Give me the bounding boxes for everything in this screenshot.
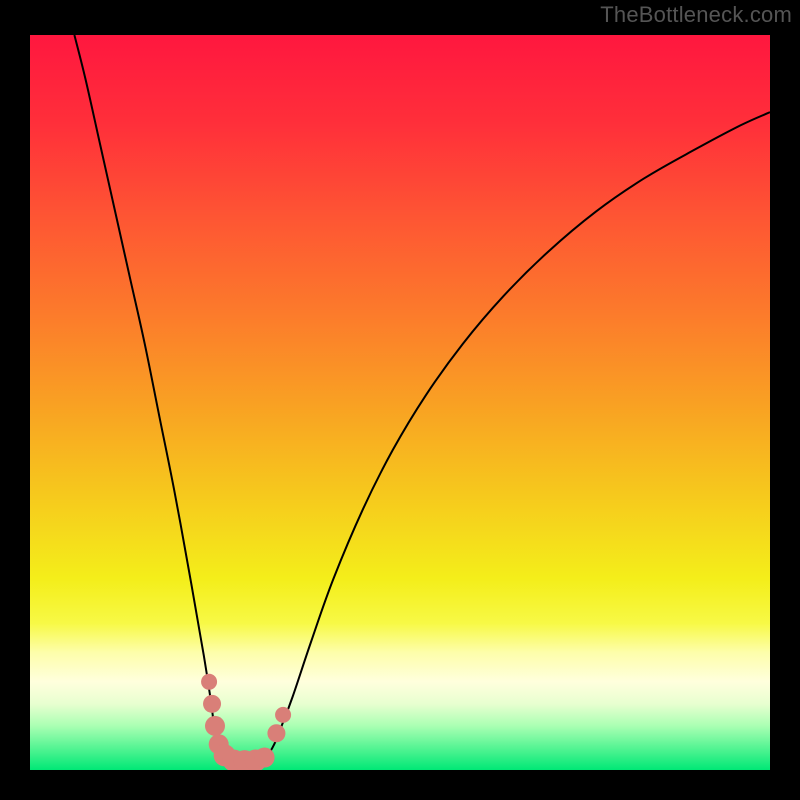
chart-frame: TheBottleneck.com	[0, 0, 800, 800]
curve-marker	[255, 748, 275, 768]
curve-marker	[267, 724, 285, 742]
bottleneck-curve	[74, 35, 770, 761]
plot-area	[30, 35, 770, 770]
curve-marker	[275, 707, 291, 723]
curve-marker	[201, 674, 217, 690]
curve-marker	[205, 716, 225, 736]
watermark-text: TheBottleneck.com	[600, 0, 800, 28]
bottleneck-curve-layer	[30, 35, 770, 770]
curve-marker	[203, 695, 221, 713]
